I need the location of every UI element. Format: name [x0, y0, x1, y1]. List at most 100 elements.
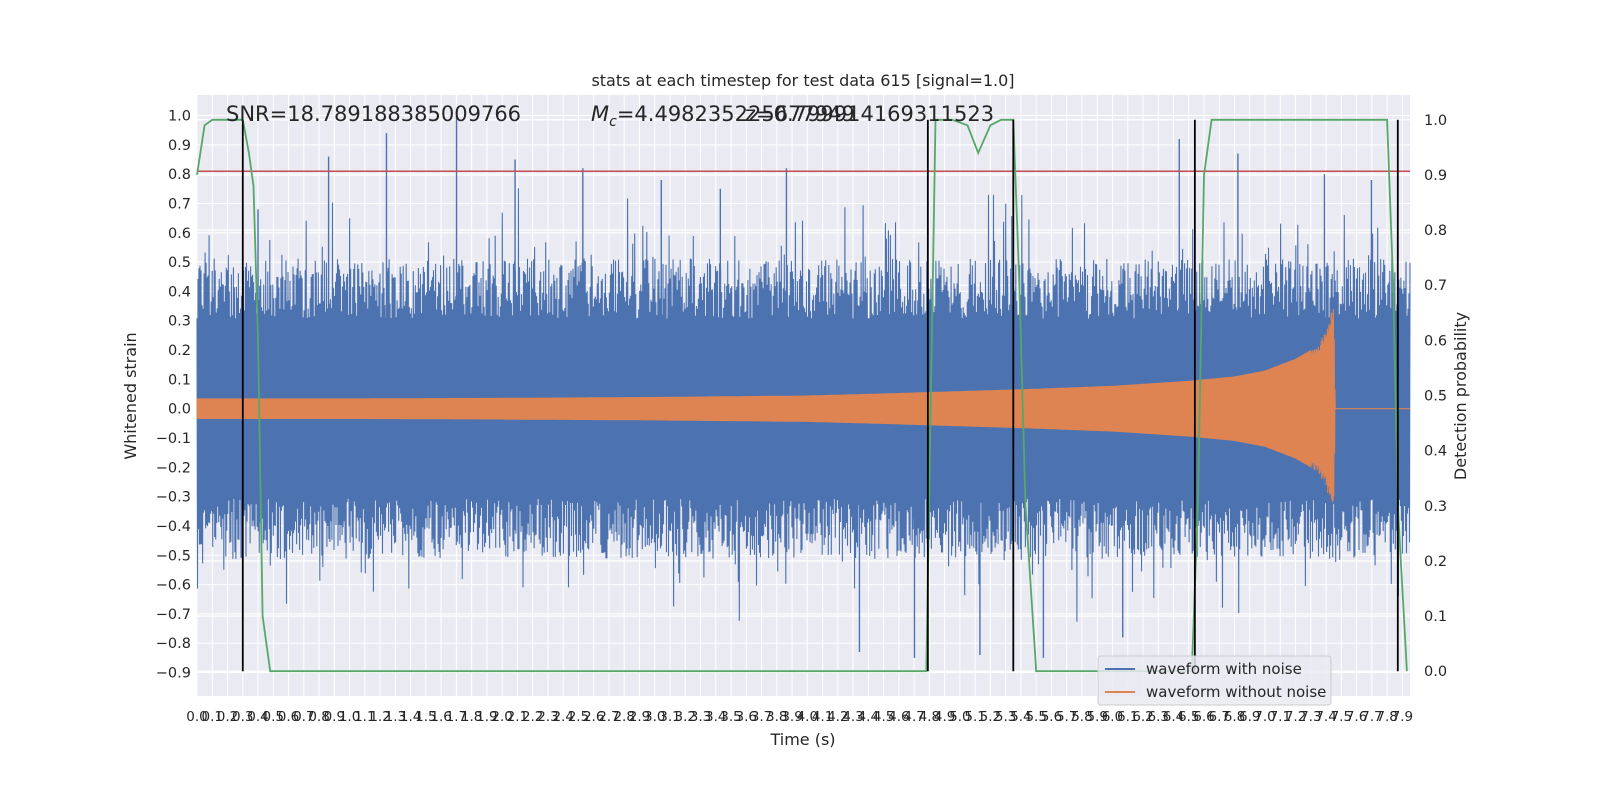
x-tick-label: 1.2 — [369, 709, 390, 725]
y-tick-label: −0.9 — [156, 666, 191, 682]
x-tick-label: 6.6 — [1193, 709, 1214, 725]
x-tick-label: 2.4 — [552, 709, 573, 725]
legend-box — [1097, 655, 1332, 706]
x-tick-label: 3.7 — [751, 709, 772, 725]
x-tick-label: 6.9 — [1239, 709, 1260, 725]
detection-probability-line — [196, 118, 1408, 673]
x-tick-label: 2.3 — [537, 709, 558, 725]
x-tick-label: 6.0 — [1102, 709, 1123, 725]
y-tick-label-right: 1.0 — [1424, 113, 1447, 129]
y-tick-label-right: 0.6 — [1424, 333, 1447, 349]
legend-label-clean: waveform without noise — [1146, 683, 1326, 701]
x-tick-label: 1.0 — [339, 709, 360, 725]
chart-title: stats at each timestep for test data 615… — [591, 71, 1014, 90]
x-tick-label: 3.3 — [690, 709, 711, 725]
x-tick-label: 0.2 — [217, 709, 238, 725]
y-axis-label: Whitened strain — [121, 332, 140, 459]
y-tick-label: −0.4 — [156, 519, 191, 535]
x-tick-label: 5.5 — [1025, 709, 1046, 725]
x-tick-label: 4.8 — [919, 709, 940, 725]
x-tick-label: 5.3 — [995, 709, 1016, 725]
y-tick-labels: −0.9 −0.8 −0.7 −0.6 −0.5 −0.4 −0.3 −0.2 −0.1 0.0 0… — [156, 109, 191, 682]
y-tick-label-right: 0.3 — [1424, 499, 1447, 515]
x-tick-label: 4.4 — [858, 709, 879, 725]
x-tick-label: 0.0 — [186, 709, 207, 725]
y-tick-label: 0.1 — [168, 372, 191, 388]
x-tick-label: 0.3 — [232, 709, 253, 725]
x-tick-label: 5.8 — [1071, 709, 1092, 725]
x-tick-label: 1.5 — [415, 709, 436, 725]
x-tick-label: 6.5 — [1178, 709, 1199, 725]
x-tick-label: 3.0 — [644, 709, 665, 725]
y-tick-label-right: 0.0 — [1424, 664, 1447, 680]
vertical-markers — [241, 119, 1399, 672]
y-tick-label-right: 0.5 — [1424, 389, 1447, 405]
x-tick-label: 4.1 — [812, 709, 833, 725]
x-tick-label: 5.4 — [1010, 709, 1031, 725]
y-tick-label: 1.0 — [168, 109, 191, 125]
x-tick-label: 3.9 — [781, 709, 802, 725]
x-tick-label: 0.5 — [263, 709, 284, 725]
x-tick-label: 6.8 — [1224, 709, 1245, 725]
x-tick-label: 5.6 — [1041, 709, 1062, 725]
y-tick-label: 0.7 — [168, 196, 191, 212]
x-tick-label: 0.4 — [247, 709, 268, 725]
y-tick-label-right: 0.7 — [1424, 278, 1447, 294]
y-tick-label: 0.8 — [168, 167, 191, 183]
x-tick-label: 4.3 — [842, 709, 863, 725]
x-tick-label: 3.5 — [720, 709, 741, 725]
x-tick-label: 7.0 — [1254, 709, 1275, 725]
x-tick-label: 7.8 — [1376, 709, 1397, 725]
x-tick-label: 0.9 — [324, 709, 345, 725]
x-tick-label: 0.1 — [202, 709, 223, 725]
x-tick-label: 2.8 — [613, 709, 634, 725]
x-tick-label: 0.8 — [308, 709, 329, 725]
y-tick-label-right: 0.4 — [1424, 444, 1447, 460]
x-tick-label: 1.4 — [400, 709, 421, 725]
chirp-mass-symbol: M — [591, 102, 609, 126]
x-tick-label: 2.9 — [629, 709, 650, 725]
y-tick-label: −0.2 — [156, 460, 191, 476]
x-tick-label: 5.2 — [980, 709, 1001, 725]
y-tick-label: −0.8 — [156, 636, 191, 652]
legend-label-noise: waveform with noise — [1146, 660, 1302, 678]
y-tick-label: −0.5 — [156, 548, 191, 564]
y-axis-label-right: Detection probability — [1451, 312, 1470, 480]
y-tick-label-right: 0.2 — [1424, 554, 1447, 570]
x-axis-label: Time (s) — [769, 730, 835, 749]
x-tick-label: 1.6 — [430, 709, 451, 725]
x-tick-label: 7.1 — [1270, 709, 1291, 725]
x-tick-label: 3.8 — [766, 709, 787, 725]
x-tick-label: 6.7 — [1209, 709, 1230, 725]
x-tick-label: 2.5 — [568, 709, 589, 725]
x-tick-label: 4.5 — [873, 709, 894, 725]
clean-waveform-line — [196, 308, 1410, 503]
x-tick-labels: 0.00.10.20.30.40.50.60.70.80.91.01.11.21… — [186, 709, 1413, 725]
noise-series — [196, 115, 1411, 658]
x-tick-label: 2.6 — [583, 709, 604, 725]
x-tick-label: 3.1 — [659, 709, 680, 725]
x-tick-label: 2.0 — [491, 709, 512, 725]
y-tick-label: −0.7 — [156, 607, 191, 623]
x-tick-label: 4.9 — [934, 709, 955, 725]
x-tick-label: 6.2 — [1132, 709, 1153, 725]
x-tick-label: 0.7 — [293, 709, 314, 725]
y-tick-label: 0.4 — [168, 284, 191, 300]
x-tick-label: 1.1 — [354, 709, 375, 725]
x-tick-label: 1.9 — [476, 709, 497, 725]
x-tick-label: 2.2 — [522, 709, 543, 725]
x-tick-label: 6.3 — [1148, 709, 1169, 725]
x-tick-label: 7.2 — [1285, 709, 1306, 725]
x-tick-label: 1.7 — [446, 709, 467, 725]
y-tick-label: 0.6 — [168, 226, 191, 242]
x-tick-label: 4.6 — [888, 709, 909, 725]
chirp-mass-subscript: c — [609, 114, 617, 130]
x-tick-label: 7.5 — [1331, 709, 1352, 725]
y-tick-label: −0.6 — [156, 578, 191, 594]
x-tick-label: 0.6 — [278, 709, 299, 725]
x-tick-label: 1.3 — [385, 709, 406, 725]
overlap-annotation: z=0.799914169311523 — [745, 102, 994, 126]
x-tick-label: 3.4 — [705, 709, 726, 725]
y-tick-label: 0.5 — [168, 255, 191, 271]
